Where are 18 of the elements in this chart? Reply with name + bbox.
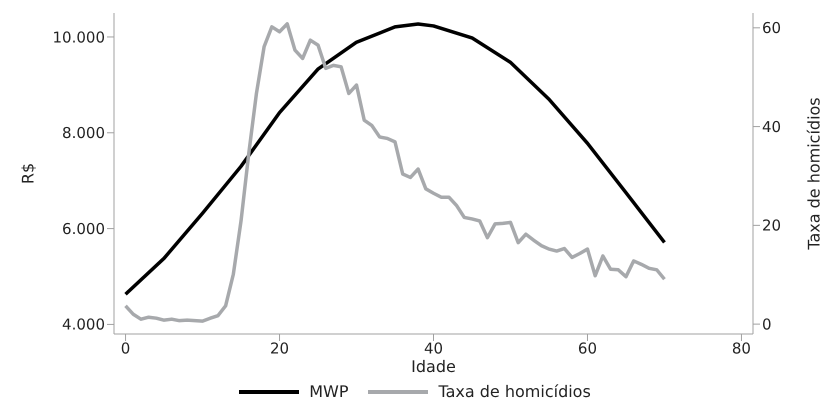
legend-label: MWP — [309, 382, 348, 402]
y2-tick-label: 40 — [762, 118, 782, 136]
x-tick-label: 40 — [424, 340, 444, 358]
y-tick-label: 4.000 — [62, 316, 105, 334]
y2-tick-label: 0 — [762, 315, 772, 334]
x-tick-label: 20 — [270, 340, 290, 358]
x-axis-title: Idade — [411, 357, 456, 376]
x-tick-label: 0 — [120, 340, 130, 358]
y2-tick-label: 60 — [762, 19, 782, 38]
legend-label: Taxa de homicídios — [438, 382, 591, 402]
x-tick-label: 60 — [578, 340, 598, 358]
y-tick-label: 8.000 — [62, 124, 105, 142]
y-tick-label: 6.000 — [62, 220, 105, 238]
y-tick-label: 10.000 — [52, 28, 105, 46]
y2-tick-label: 20 — [762, 216, 782, 235]
y2-axis-title: Taxa de homicídios — [804, 97, 824, 251]
x-tick-label: 80 — [732, 340, 751, 358]
y-axis-title: R$ — [18, 162, 38, 184]
